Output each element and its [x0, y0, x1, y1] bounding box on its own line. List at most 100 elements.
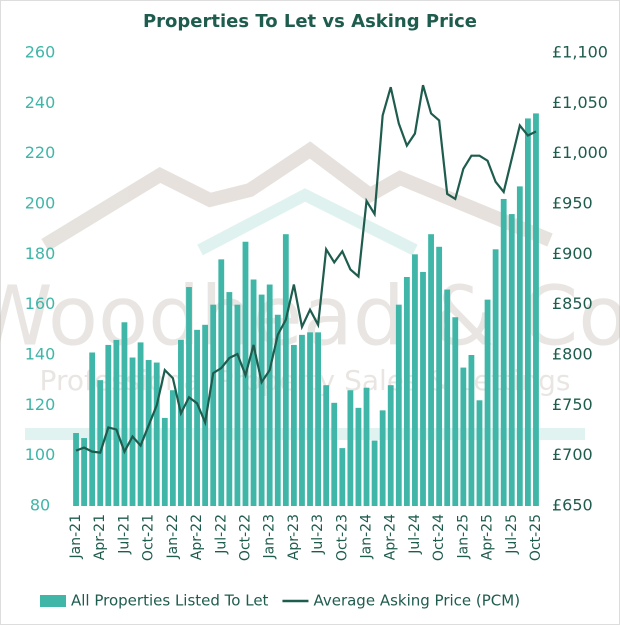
x-tick-label: Jan-24 [359, 514, 375, 560]
bar [371, 440, 378, 506]
bar [210, 304, 217, 506]
bar [307, 332, 313, 506]
bar [500, 198, 507, 506]
bar [105, 344, 112, 506]
bar [113, 339, 120, 506]
bar [282, 234, 289, 506]
bar [379, 410, 386, 506]
y2-tick-label: £650 [552, 496, 593, 515]
x-tick-label: Oct-21 [141, 514, 157, 561]
bar [452, 317, 459, 506]
bar [250, 279, 257, 506]
x-tick-label: Jul-24 [407, 514, 423, 555]
legend-swatch [40, 595, 66, 607]
y2-tick-label: £700 [552, 445, 593, 464]
bar [403, 276, 410, 506]
y-tick-label: 160 [25, 294, 56, 313]
bar [484, 299, 491, 506]
bar [218, 259, 225, 506]
legend-label: Average Asking Price (PCM) [313, 592, 520, 610]
y-tick-label: 200 [25, 194, 56, 213]
y-tick-label: 260 [25, 43, 56, 62]
x-tick-label: Apr-21 [92, 514, 108, 560]
x-tick-label: Apr-24 [383, 514, 399, 560]
x-tick-label: Jul-21 [116, 514, 132, 555]
legend-label: All Properties Listed To Let [71, 592, 269, 610]
bar [363, 387, 370, 506]
x-tick-label: Jan-23 [262, 514, 278, 559]
bar [355, 407, 362, 506]
x-tick-label: Oct-23 [334, 514, 350, 561]
bar [315, 332, 322, 506]
y2-tick-label: £950 [552, 194, 593, 213]
x-tick-label: Jan-25 [455, 514, 471, 559]
x-tick-label: Jan-21 [68, 514, 84, 559]
bar [161, 417, 168, 506]
y-tick-label: 240 [25, 93, 56, 112]
bar [258, 294, 265, 506]
x-tick-label: Apr-25 [480, 514, 496, 560]
bar [202, 324, 209, 506]
x-tick-label: Apr-22 [189, 514, 205, 560]
bar [73, 433, 79, 506]
y-tick-label: 220 [25, 143, 56, 162]
bar [145, 360, 152, 506]
bar [234, 304, 241, 506]
y-tick-label: 120 [25, 395, 56, 414]
y-tick-label: 180 [25, 244, 56, 263]
line [75, 84, 537, 455]
bar [444, 289, 451, 506]
y2-tick-label: £1,050 [552, 93, 608, 112]
bar [492, 249, 499, 507]
y-tick-label: 100 [25, 445, 56, 464]
bar [533, 113, 539, 507]
x-tick-label: Apr-23 [286, 514, 302, 560]
bar [178, 339, 184, 506]
bar [420, 271, 426, 506]
bar [97, 380, 104, 506]
y2-tick-label: £900 [552, 244, 593, 263]
bar [323, 385, 330, 506]
chart-title: Properties To Let vs Asking Price [143, 11, 477, 32]
bar [331, 402, 338, 506]
x-tick-label: Jul-25 [504, 514, 520, 555]
bar [436, 246, 443, 507]
x-tick-label: Oct-25 [528, 514, 544, 561]
x-tick-label: Jul-23 [310, 514, 326, 555]
bar [339, 448, 346, 506]
bar [412, 254, 418, 506]
x-tick-label: Oct-22 [237, 514, 253, 561]
roof [41, 141, 553, 251]
y2-tick-label: £1,100 [552, 43, 608, 62]
y2-tick-label: £1,000 [552, 143, 608, 162]
bar [347, 390, 354, 506]
bar [468, 355, 475, 506]
bar [395, 304, 402, 506]
bar [129, 357, 136, 506]
roof-small [197, 188, 418, 256]
bar [194, 329, 200, 506]
x-tick-label: Oct-24 [431, 514, 447, 561]
x-tick-label: Jul-22 [213, 514, 229, 555]
bar [460, 367, 467, 506]
bar [169, 390, 176, 506]
y2-tick-label: £850 [552, 294, 593, 313]
bar [290, 344, 297, 506]
bar [89, 352, 96, 506]
bar [508, 214, 515, 507]
bar [226, 292, 233, 506]
y-tick-label: 140 [25, 345, 56, 364]
bar [137, 342, 144, 506]
bar [266, 284, 273, 506]
bar [81, 438, 88, 506]
bar [121, 322, 128, 506]
bar [524, 118, 531, 506]
bar [274, 314, 281, 506]
y2-tick-label: £800 [552, 345, 593, 364]
bar [476, 400, 483, 506]
bar [516, 186, 523, 506]
bar [153, 362, 160, 506]
y-tick-label: 80 [30, 496, 50, 515]
